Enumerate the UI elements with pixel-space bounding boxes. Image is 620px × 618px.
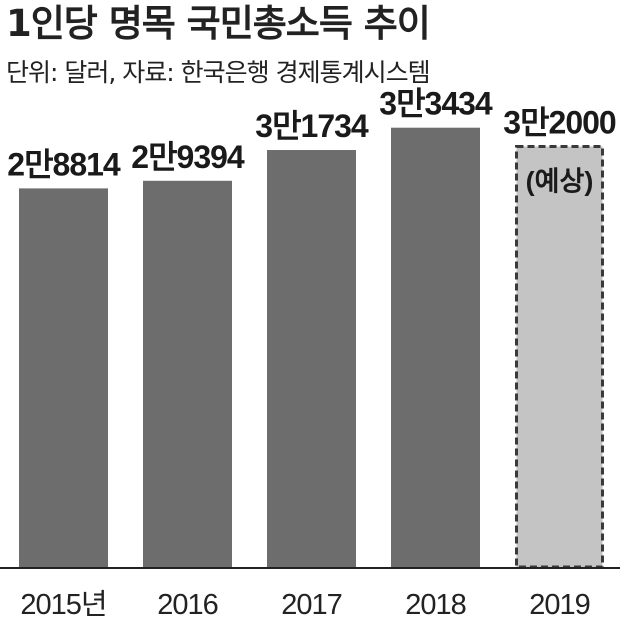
bar-value-label: 3만1734 [255,108,369,144]
forecast-bar [515,145,604,569]
forecast-label: (예상) [526,167,594,197]
bar [267,150,356,567]
bar-value-label: 2만8814 [7,146,121,182]
x-tick-label: 2018 [405,589,466,618]
x-tick-label: 2015년 [20,589,106,618]
bar [143,180,232,568]
x-tick-label: 2017 [281,589,342,618]
x-tick-label: 2019 [529,589,590,618]
x-tick-label: 2016 [157,589,218,618]
bar [19,188,108,567]
bar [391,127,480,568]
bar-value-label: 3만3434 [379,86,493,122]
chart-title: 1인당 명목 국민총소득 추이 [6,2,431,45]
bar-value-label: 3만2000 [503,105,616,141]
chart-subtitle: 단위: 달러, 자료: 한국은행 경제통계시스템 [6,58,431,87]
bar-value-label: 2만9394 [131,139,245,175]
